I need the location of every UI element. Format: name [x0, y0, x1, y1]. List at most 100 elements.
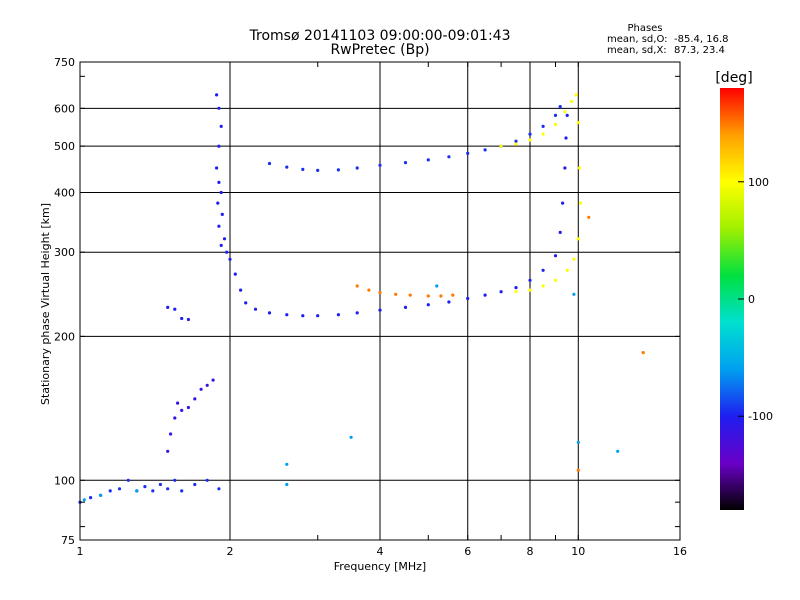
data-point	[378, 291, 382, 295]
colorbar-tick-label: 0	[748, 293, 755, 306]
grid	[80, 62, 680, 540]
data-point	[541, 284, 545, 288]
data-point	[233, 272, 237, 276]
colorbar-tick-label: -100	[748, 410, 773, 423]
data-point	[173, 478, 177, 482]
data-point	[565, 268, 569, 272]
data-point	[217, 180, 221, 184]
data-point	[219, 190, 223, 195]
y-tick-label: 500	[54, 140, 75, 153]
data-point	[439, 294, 443, 298]
phase-stats-o-label: mean, sd,O:	[607, 34, 668, 45]
data-series-5	[355, 284, 455, 298]
data-point	[528, 132, 532, 136]
y-tick-label: 300	[54, 246, 75, 259]
data-point	[336, 168, 340, 172]
x-tick-label: 4	[377, 545, 384, 558]
data-series-8	[576, 215, 645, 472]
data-point	[166, 487, 170, 491]
data-point	[558, 230, 562, 234]
data-point	[176, 401, 180, 405]
colorbar-tick-label: 100	[748, 176, 769, 189]
data-point	[553, 122, 558, 127]
data-series-1	[166, 305, 190, 322]
data-series-4	[267, 105, 562, 172]
data-point	[222, 237, 227, 241]
data-point	[117, 487, 122, 491]
data-point	[558, 105, 562, 109]
data-point	[447, 155, 451, 159]
colorbar-ticks: 100 0 -100	[738, 176, 773, 423]
data-point	[576, 237, 580, 241]
data-point	[225, 250, 229, 254]
data-point	[349, 435, 353, 439]
data-point	[244, 301, 248, 305]
data-point	[541, 268, 545, 272]
data-point	[426, 158, 430, 162]
data-point	[541, 132, 545, 136]
data-point	[219, 243, 223, 247]
phase-colorbar: [deg] 100 0 -100	[715, 70, 773, 510]
data-point	[143, 485, 147, 489]
data-point	[576, 440, 580, 444]
data-point	[316, 314, 320, 318]
x-tick-label: 10	[571, 545, 585, 558]
data-point	[565, 113, 569, 117]
data-point	[205, 478, 209, 482]
data-point	[285, 313, 289, 317]
data-point	[563, 110, 567, 114]
data-point	[173, 416, 177, 420]
data-point	[166, 449, 170, 453]
data-point	[169, 432, 173, 436]
data-point	[193, 482, 197, 487]
data-point	[301, 167, 305, 171]
data-series-7	[82, 284, 620, 502]
y-tick-label: 200	[54, 330, 75, 343]
x-tick-label: 1	[77, 545, 84, 558]
data-point	[563, 166, 567, 170]
data-point	[451, 293, 455, 297]
x-tick-label: 8	[527, 545, 534, 558]
data-point	[572, 292, 576, 296]
data-points	[78, 93, 645, 504]
data-point	[564, 136, 568, 140]
y-tick-label: 400	[54, 186, 75, 199]
data-point	[355, 166, 359, 170]
phase-stats: Phases mean, sd,O: -85.4, 16.8 mean, sd,…	[607, 23, 729, 56]
data-point	[378, 163, 382, 167]
data-point	[528, 278, 532, 282]
data-point	[394, 292, 398, 296]
data-point	[99, 493, 103, 497]
data-point	[135, 489, 139, 493]
data-point	[355, 284, 359, 288]
data-point	[219, 124, 223, 128]
data-point	[180, 316, 184, 321]
data-point	[578, 201, 583, 205]
data-point	[514, 286, 518, 290]
data-point	[253, 307, 258, 311]
chart-subtitle: RwPretec (Bp)	[330, 42, 429, 58]
data-point	[336, 313, 340, 317]
data-point	[217, 144, 221, 148]
data-point	[408, 293, 412, 297]
data-point	[199, 387, 203, 391]
data-point	[173, 307, 177, 311]
data-point	[576, 121, 580, 125]
data-point	[355, 311, 359, 315]
y-axis-label: Stationary phase Virtual Height [km]	[39, 203, 52, 405]
x-tick-label: 16	[673, 545, 687, 558]
data-point	[570, 99, 574, 104]
colorbar-label: [deg]	[715, 70, 752, 86]
data-point	[514, 139, 518, 143]
data-point	[553, 278, 558, 282]
data-point	[215, 93, 219, 97]
plot-frame	[79, 61, 681, 541]
data-series-2	[166, 378, 215, 453]
data-point	[220, 212, 224, 216]
data-point	[217, 487, 221, 491]
data-point	[466, 296, 470, 301]
x-axis: 1 2 4 6 8 10 16	[77, 545, 688, 558]
phase-stats-title: Phases	[627, 23, 662, 34]
data-point	[126, 478, 130, 482]
